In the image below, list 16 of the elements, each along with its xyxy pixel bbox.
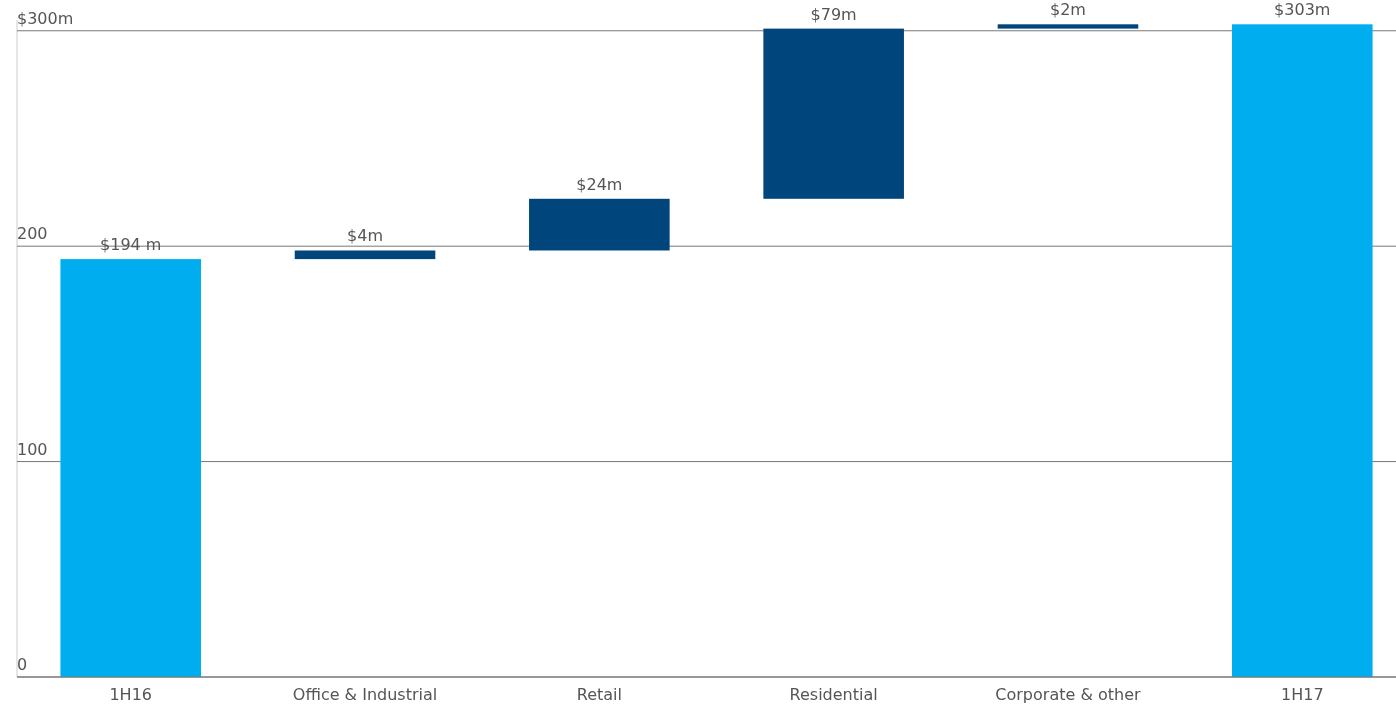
- x-tick-label: Residential: [789, 685, 878, 704]
- data-label: $79m: [810, 4, 857, 24]
- x-tick-label: 1H17: [1280, 685, 1324, 704]
- y-tick-label: 200: [17, 224, 48, 244]
- y-tick-label: $300m: [17, 8, 74, 28]
- data-label: $194 m: [100, 235, 162, 255]
- data-label: $24m: [576, 174, 623, 194]
- y-tick-label: 100: [17, 439, 48, 459]
- x-tick-label: Corporate & other: [995, 685, 1142, 704]
- data-label: $2m: [1049, 0, 1086, 20]
- x-tick-label: Retail: [576, 685, 622, 704]
- x-tick-label: Office & Industrial: [292, 685, 438, 704]
- y-tick-label: 0: [17, 655, 28, 674]
- x-tick-label: 1H16: [109, 685, 153, 704]
- data-label: $4m: [347, 226, 384, 246]
- data-label: $303m: [1274, 0, 1331, 20]
